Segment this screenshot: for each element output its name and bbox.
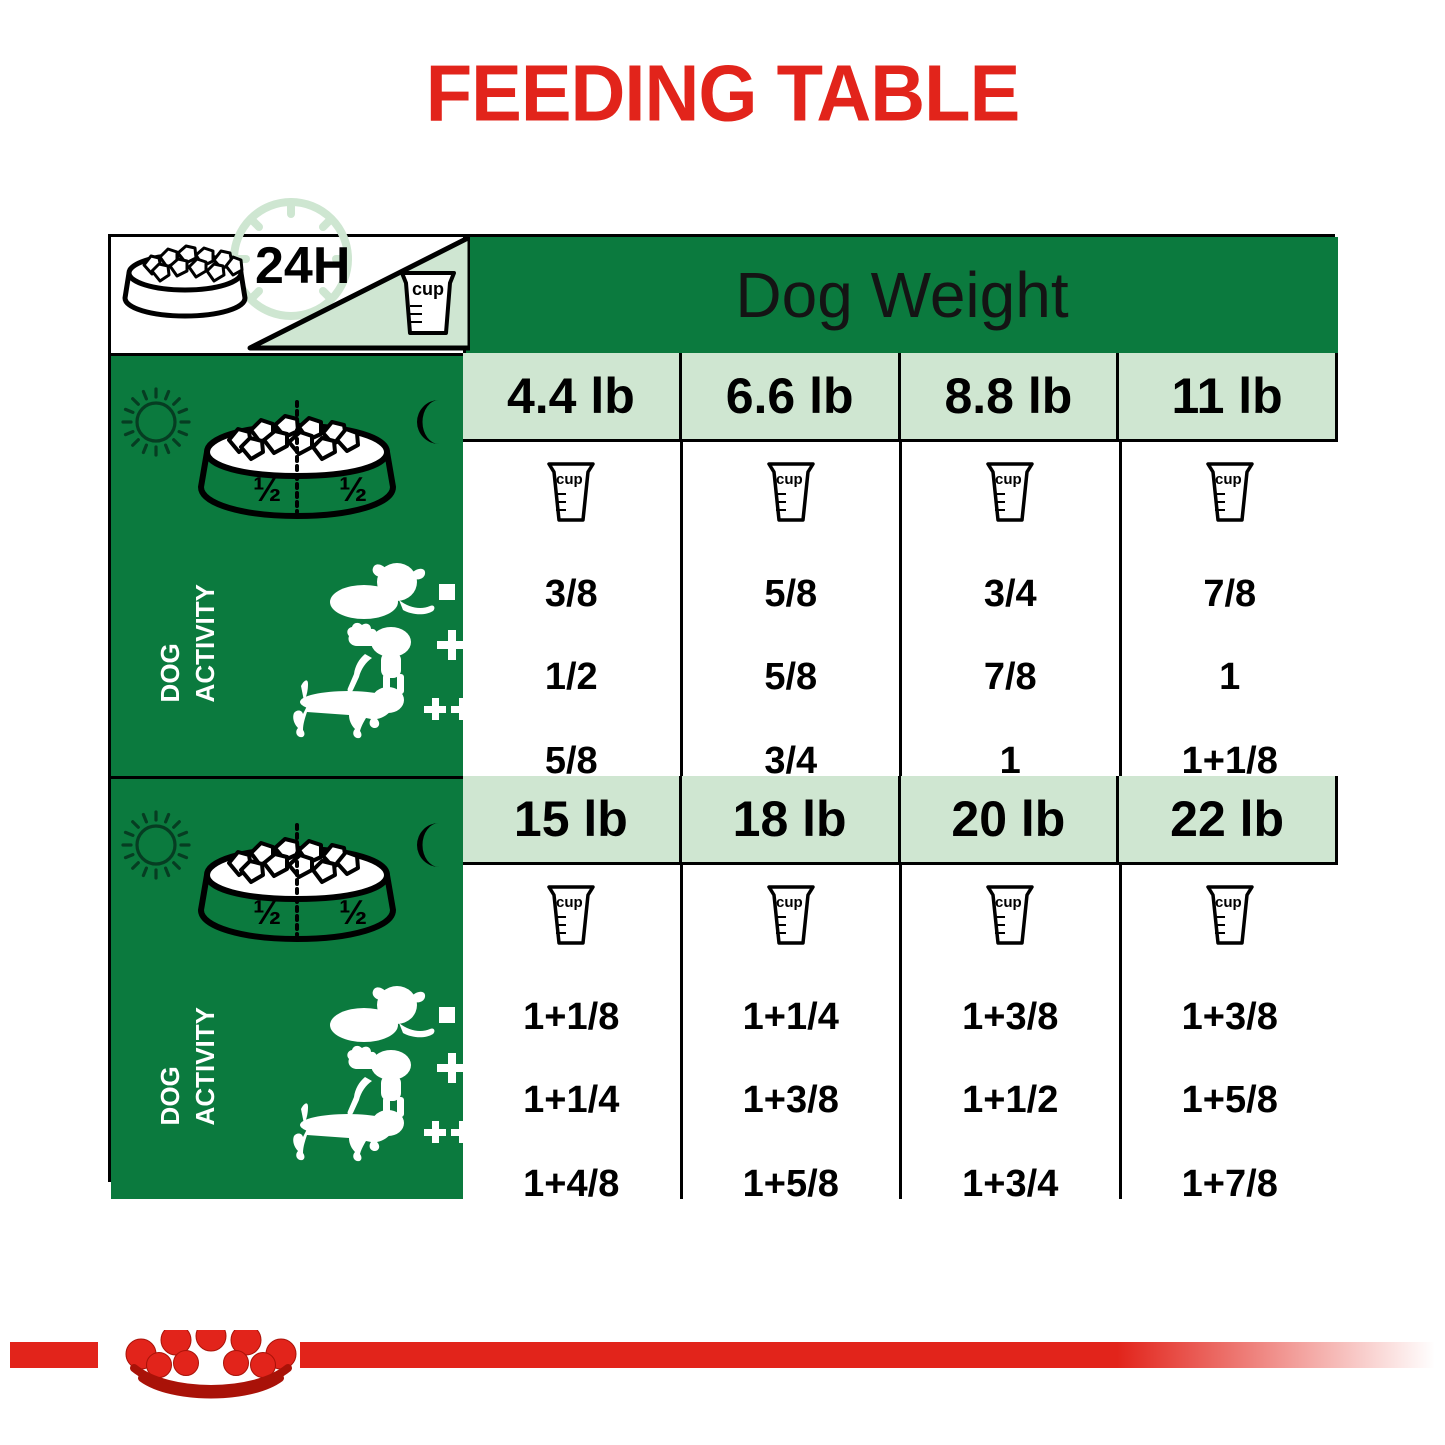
svg-text:24H: 24H [255, 237, 350, 295]
svg-text:cup: cup [412, 279, 444, 299]
